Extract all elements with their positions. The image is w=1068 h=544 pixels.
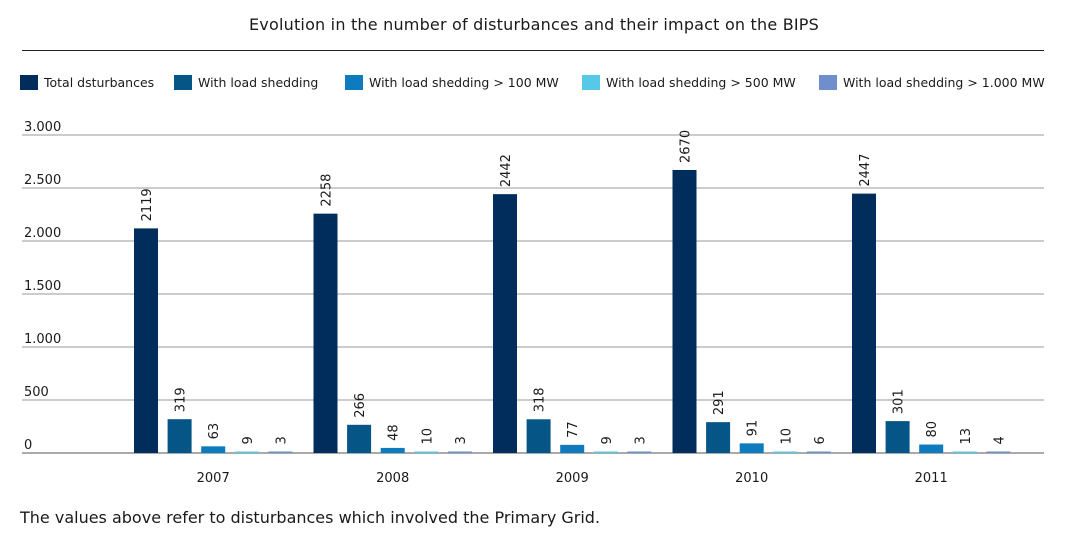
bar [627, 451, 652, 453]
legend-item-over-1000mw: With load shedding > 1.000 MW [819, 73, 1045, 91]
bar [414, 451, 439, 453]
chart-title: Evolution in the number of disturbances … [249, 15, 819, 34]
bar-value-label: 291 [712, 390, 727, 415]
bar-value-label: 6 [813, 436, 828, 444]
bar-value-label: 9 [600, 436, 615, 444]
bar-value-label: 10 [420, 428, 435, 445]
x-tick-label: 2010 [735, 471, 768, 486]
bar-value-label: 3 [633, 436, 648, 444]
legend-item-over-500mw: With load shedding > 500 MW [582, 73, 796, 91]
bar [447, 451, 472, 453]
bar [986, 451, 1011, 453]
legend-label-over-1000mw: With load shedding > 1.000 MW [843, 74, 1045, 90]
data-labels: 2119 319 63 9 3 2258 266 48 10 3 2442 318 77 9 3 2670 29… [140, 130, 1007, 445]
y-tick-label: 500 [24, 385, 49, 400]
bar [593, 451, 618, 453]
bar [167, 419, 192, 453]
bar-value-label: 3 [274, 436, 289, 444]
bar [134, 228, 158, 453]
bar [380, 447, 405, 453]
legend-label-load-shedding: With load shedding [198, 74, 319, 90]
bar [885, 421, 910, 453]
y-tick-label: 1.000 [24, 332, 61, 347]
legend-swatch-load-shedding [174, 74, 192, 90]
bar [672, 169, 697, 454]
bar-value-label: 63 [207, 423, 222, 440]
bar-value-label: 2119 [140, 188, 155, 221]
legend-swatch-total [20, 74, 38, 90]
bar-value-label: 10 [779, 428, 794, 445]
bar [560, 444, 585, 453]
legend-item-load-shedding: With load shedding [174, 73, 318, 91]
chart-legend: Total dsturbances With load shedding Wit… [20, 73, 1060, 91]
bar [806, 451, 831, 453]
y-tick-label: 3.000 [24, 120, 61, 135]
bars [134, 169, 1011, 454]
bar [526, 419, 551, 453]
bar [493, 194, 517, 453]
bar-value-label: 266 [353, 393, 368, 418]
bar-value-label: 80 [925, 421, 940, 438]
bar [739, 443, 764, 453]
title-divider [22, 50, 1044, 51]
bar-value-label: 318 [533, 387, 548, 412]
legend-swatch-over-100mw [345, 74, 363, 90]
legend-label-over-500mw: With load shedding > 500 MW [606, 74, 796, 90]
bar-value-label: 9 [241, 436, 256, 444]
x-tick-label: 2011 [915, 471, 948, 486]
legend-label-over-100mw: With load shedding > 100 MW [369, 74, 559, 90]
bar-value-label: 2447 [858, 154, 873, 187]
x-tick-label: 2008 [376, 471, 409, 486]
legend-swatch-over-500mw [582, 74, 600, 90]
bar-value-label: 2258 [320, 174, 335, 207]
bar [201, 446, 226, 453]
bar-value-label: 3 [454, 436, 469, 444]
bar [919, 444, 944, 453]
bar-value-label: 91 [746, 420, 761, 437]
bar [852, 193, 876, 454]
y-tick-label: 2.500 [24, 173, 61, 188]
x-tick-label: 2007 [197, 471, 230, 486]
bar [706, 422, 731, 453]
footnote: The values above refer to disturbances w… [20, 508, 601, 527]
legend-item-total: Total dsturbances [20, 73, 154, 91]
bar [313, 213, 338, 453]
legend-label-total: Total dsturbances [44, 74, 155, 90]
bar-value-label: 2442 [499, 154, 514, 187]
bar-value-label: 13 [959, 428, 974, 445]
x-axis-ticks: 2007 2008 2009 2010 2011 [197, 471, 948, 486]
x-tick-label: 2009 [556, 471, 589, 486]
bar-value-label: 4 [992, 436, 1007, 444]
bar-value-label: 77 [566, 421, 581, 438]
bar-value-label: 2670 [679, 130, 694, 163]
bar-value-label: 319 [174, 387, 189, 412]
y-axis-ticks: 0 500 1.000 1.500 2.000 2.500 3.000 [24, 120, 61, 453]
bar [773, 451, 798, 453]
bar [234, 451, 259, 453]
y-tick-label: 0 [24, 438, 32, 453]
y-tick-label: 1.500 [24, 279, 61, 294]
legend-swatch-over-1000mw [819, 74, 837, 90]
y-tick-label: 2.000 [24, 226, 61, 241]
bar-value-label: 301 [892, 389, 907, 414]
legend-item-over-100mw: With load shedding > 100 MW [345, 73, 559, 91]
bar [268, 451, 293, 453]
bar-value-label: 48 [387, 424, 402, 441]
bar [347, 424, 372, 453]
bar [952, 451, 977, 453]
